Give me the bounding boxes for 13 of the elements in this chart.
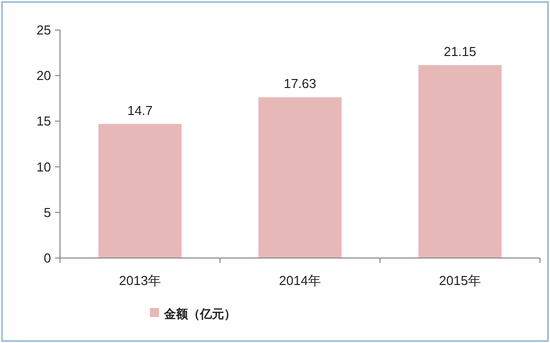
y-tick-label: 15 [36,114,51,129]
y-tick-label: 5 [44,204,51,220]
y-tick-label: 10 [36,159,51,174]
y-tick-label: 0 [44,250,51,266]
y-tick-label: 25 [36,22,51,38]
data-label: 17.63 [284,76,316,92]
data-label: 21.15 [444,44,476,60]
x-tick-label: 2014年 [279,273,321,288]
y-tick-label: 20 [36,68,51,84]
x-tick-label: 2015年 [439,273,481,288]
data-label: 14.7 [127,102,153,118]
x-tick-label: 2013年 [119,273,161,288]
legend-label: 金额（亿元） [163,307,236,321]
